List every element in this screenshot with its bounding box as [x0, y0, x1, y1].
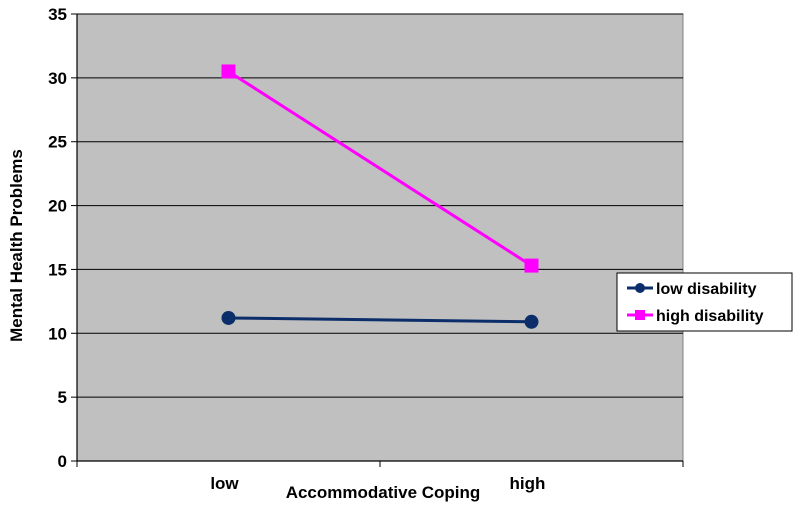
data-point-circle: [524, 314, 539, 329]
y-tick-label: 5: [58, 388, 67, 407]
data-point-square: [221, 64, 236, 79]
legend-marker-circle: [635, 283, 645, 293]
series-line: [228, 316, 532, 324]
x-tick-labels: low high: [210, 474, 545, 493]
gridlines: [71, 13, 683, 462]
y-tick-label: 15: [48, 260, 67, 279]
y-axis-title: Mental Health Problems: [7, 149, 26, 342]
series-group: [221, 64, 539, 329]
x-axis-title: Accommodative Coping: [286, 483, 481, 502]
legend-label: high disability: [656, 308, 764, 325]
y-tick-label: 10: [48, 324, 67, 343]
legend: low disability high disability: [616, 272, 793, 332]
y-tick-label: 20: [48, 197, 67, 216]
data-point-square: [524, 258, 539, 273]
y-tick-label: 30: [48, 69, 67, 88]
legend-label: low disability: [656, 281, 757, 298]
x-tick-label: high: [510, 474, 546, 493]
y-tick-label: 35: [48, 5, 67, 24]
axes: [76, 14, 684, 467]
data-point-circle: [221, 310, 236, 325]
series-line: [227, 70, 533, 267]
y-tick-label: 25: [48, 133, 67, 152]
plot-area: [76, 13, 684, 462]
y-tick-label: 0: [58, 452, 67, 471]
y-tick-labels: 0 5 10 15 20 25 30 35: [48, 5, 67, 471]
x-tick-label: low: [210, 474, 239, 493]
legend-marker-square: [635, 310, 645, 320]
legend-box: [616, 272, 793, 332]
